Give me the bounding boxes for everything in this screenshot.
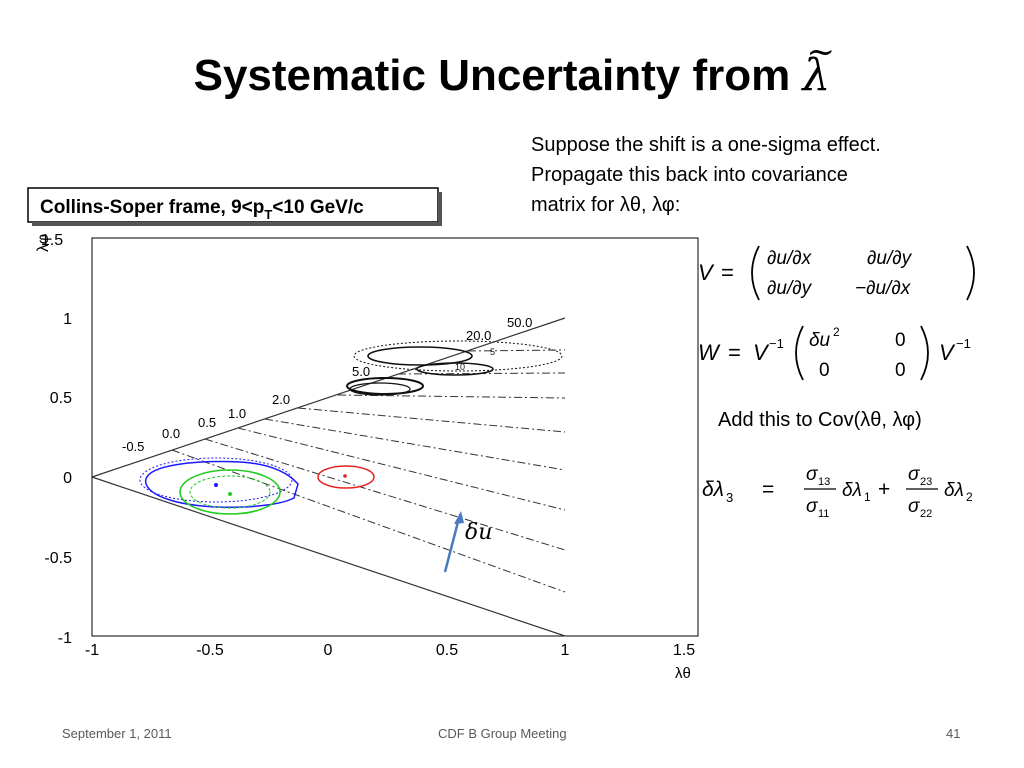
contour-label: 1.0 [228, 406, 246, 421]
y-tick-label: 1.5 [41, 232, 63, 249]
delta-u-arrow [443, 511, 464, 573]
svg-text:V: V [753, 340, 770, 365]
blue-ellipse [139, 457, 299, 508]
svg-text:23: 23 [920, 476, 932, 488]
svg-text:δλ: δλ [944, 480, 964, 501]
y-tick-label: 0.5 [50, 390, 72, 407]
svg-text:10: 10 [455, 362, 465, 372]
frame-label-box: Collins-Soper frame, 9<pT<10 GeV/c [27, 187, 442, 226]
svg-text:δλ: δλ [842, 480, 862, 501]
contour-label: 2.0 [272, 392, 290, 407]
svg-text:0: 0 [819, 360, 830, 381]
svg-text:V: V [939, 340, 956, 365]
svg-text:σ: σ [908, 496, 921, 517]
svg-text:11: 11 [818, 508, 829, 520]
svg-text:0: 0 [895, 330, 906, 351]
lambda-symbol: λ [802, 50, 831, 101]
y-axis: 1.5 1 0.5 0 -0.5 -1 λφ [35, 232, 72, 647]
svg-text:∂u/∂y: ∂u/∂y [767, 278, 813, 299]
equation-v: V = ∂u/∂x ∂u/∂y ∂u/∂y −∂u/∂x [698, 245, 975, 301]
contour-label: 0.0 [162, 426, 180, 441]
description-line-3: matrix for λθ, λφ: [531, 194, 681, 216]
lambda-tilde-symbol: ~ λ [802, 32, 836, 101]
x-axis: -1 -0.5 0 0.5 1 1.5 λθ [85, 642, 695, 682]
x-tick-label: 0.5 [436, 642, 458, 659]
svg-text:5: 5 [490, 347, 495, 357]
x-tick-label: 0 [324, 642, 333, 659]
svg-text:+: + [878, 478, 890, 501]
svg-text:22: 22 [920, 508, 932, 520]
svg-text:∂u/∂y: ∂u/∂y [867, 248, 913, 269]
footer-page-number: 41 [946, 726, 961, 741]
svg-text:W: W [698, 340, 721, 365]
svg-text:−1: −1 [956, 336, 971, 351]
svg-text:δλ: δλ [702, 478, 724, 501]
x-axis-label: λθ [675, 665, 691, 682]
svg-text:V: V [698, 260, 715, 285]
frame-label: Collins-Soper frame, 9<p [40, 197, 264, 218]
svg-text:2: 2 [966, 490, 973, 504]
equation-w: W = V −1 δu 2 0 0 0 V −1 [698, 325, 971, 381]
y-tick-label: -0.5 [44, 550, 72, 567]
x-tick-label: -0.5 [196, 642, 224, 659]
y-tick-label: 0 [63, 470, 72, 487]
footer-date: September 1, 2011 [62, 726, 172, 741]
contour-value-labels: -0.5 0.0 0.5 1.0 2.0 5.0 20.0 50.0 [122, 315, 532, 454]
svg-text:1: 1 [864, 490, 871, 504]
delta-u-label: δu [465, 520, 493, 545]
svg-text:σ: σ [806, 464, 819, 485]
physical-region-triangle [91, 317, 566, 637]
svg-text:−∂u/∂x: −∂u/∂x [855, 278, 912, 299]
tilde-accent: ~ [806, 32, 836, 72]
x-tick-label: 1 [561, 642, 570, 659]
y-tick-label: 1 [63, 311, 72, 328]
svg-text:∂u/∂x: ∂u/∂x [767, 248, 813, 269]
description-text: Suppose the shift is a one-sigma effect.… [531, 130, 961, 220]
black-ellipses-upper: 5 10 [346, 340, 563, 396]
footer-meeting: CDF B Group Meeting [438, 726, 567, 741]
frame-label-end: <10 GeV/c [272, 197, 364, 218]
svg-text:=: = [721, 260, 734, 285]
y-tick-label: -1 [58, 630, 72, 647]
svg-text:σ: σ [806, 496, 819, 517]
x-tick-label: 1.5 [673, 642, 695, 659]
svg-text:Collins-Soper frame, 9<pT<10 G: Collins-Soper frame, 9<pT<10 GeV/c [40, 197, 364, 222]
svg-text:δu: δu [809, 330, 831, 351]
y-axis-label: λφ [35, 234, 52, 252]
contour-label: 20.0 [466, 328, 491, 343]
plot-frame [91, 237, 699, 637]
svg-text:=: = [728, 340, 741, 365]
slide-title: Systematic Uncertainty from ~ λ [0, 32, 1024, 104]
equation-delta-lambda3: δλ 3 = σ 13 σ 11 δλ 1 + σ 23 σ 22 δλ 2 [702, 464, 973, 520]
svg-text:0: 0 [895, 360, 906, 381]
red-ellipse [317, 465, 375, 489]
svg-text:−1: −1 [769, 336, 784, 351]
description-line-2: Propagate this back into covariance [531, 164, 848, 186]
svg-text:2: 2 [833, 325, 840, 339]
svg-text:3: 3 [726, 490, 733, 505]
svg-text:σ: σ [908, 464, 921, 485]
x-tick-label: -1 [85, 642, 99, 659]
frame-label-sub: T [264, 207, 272, 222]
contour-label: 5.0 [352, 364, 370, 379]
green-ellipse [179, 469, 281, 515]
contour-label: 0.5 [198, 415, 216, 430]
contour-label: 50.0 [507, 315, 532, 330]
svg-text:=: = [762, 478, 774, 501]
title-text: Systematic Uncertainty from [193, 51, 791, 100]
add-to-cov-text: Add this to Cov(λθ, λφ) [718, 409, 922, 431]
contour-label: -0.5 [122, 439, 144, 454]
description-line-1: Suppose the shift is a one-sigma effect. [531, 134, 881, 156]
svg-text:13: 13 [818, 476, 830, 488]
collins-soper-plot: Collins-Soper frame, 9<pT<10 GeV/c 1.5 1… [27, 187, 699, 682]
